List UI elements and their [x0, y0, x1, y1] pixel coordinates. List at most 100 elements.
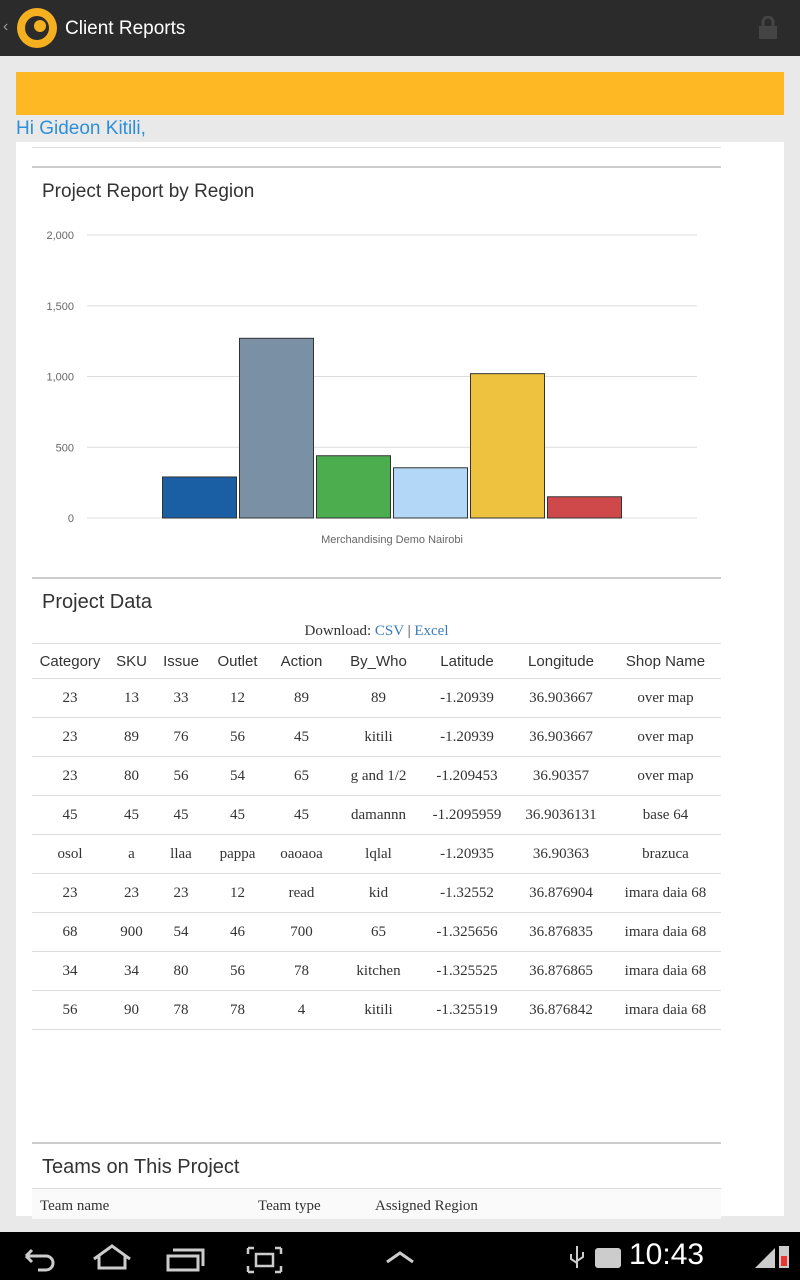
table-cell: over map [610, 717, 721, 757]
teams-header: Team name Team type Assigned Region [32, 1188, 721, 1219]
column-header: Assigned Region [375, 1198, 478, 1214]
app-logo[interactable] [14, 6, 60, 50]
table-cell: 89 [335, 678, 422, 718]
table-cell: 68 [32, 912, 108, 952]
table-cell: 34 [32, 951, 108, 991]
table-cell: brazuca [610, 834, 721, 874]
table-cell: 56 [32, 990, 108, 1030]
card-title: Teams on This Project [42, 1156, 240, 1178]
table-row: 23 80 56 54 65 g and 1/2 -1.209453 36.90357 over… [32, 756, 721, 796]
table-cell: 78 [155, 990, 207, 1030]
column-header: Team name [40, 1198, 110, 1214]
bar [162, 476, 237, 519]
chart: Project Report by Region 0 500 1,000 1,500 2,… [42, 181, 697, 546]
table-cell: 23 [108, 873, 155, 913]
table-cell: g and 1/2 [335, 756, 422, 796]
table-cell: -1.20939 [422, 678, 512, 718]
table-cell: base 64 [610, 795, 721, 835]
table-cell: 36.876904 [512, 873, 610, 913]
table-cell: 36.876865 [512, 951, 610, 991]
table-cell: imara daia 68 [610, 951, 721, 991]
up-button[interactable] [386, 1251, 414, 1264]
table-cell: 54 [155, 912, 207, 952]
table-cell: 78 [268, 951, 335, 991]
table-row: 68 900 54 46 700 65 -1.325656 36.876835 imara da… [32, 912, 721, 952]
table-cell: -1.325656 [422, 912, 512, 952]
y-tick-label: 1,500 [46, 301, 74, 313]
column-header: Longitude [512, 643, 610, 679]
bar [316, 455, 391, 519]
table-cell: a [108, 834, 155, 874]
table-cell: oaoaoa [268, 834, 335, 874]
column-header: Latitude [422, 643, 512, 679]
column-header: Action [268, 643, 335, 679]
table-cell: 23 [32, 873, 108, 913]
card-title: Project Data [42, 591, 153, 613]
table-cell: over map [610, 678, 721, 718]
table-cell: 36.903667 [512, 678, 610, 718]
project-data-card: Project Data Download: CSV | Excel Categ… [32, 577, 721, 1124]
bar [470, 373, 545, 519]
table-cell: 36.90363 [512, 834, 610, 874]
table-cell: 36.90357 [512, 756, 610, 796]
table-cell: 36.903667 [512, 717, 610, 757]
column-header: Shop Name [610, 643, 721, 679]
table-cell: 4 [268, 990, 335, 1030]
greeting: Hi Gideon Kitili, [16, 118, 146, 139]
screenshot-button[interactable] [246, 1246, 283, 1274]
back-caret[interactable]: ‹ [3, 18, 9, 35]
table-cell: imara daia 68 [610, 873, 721, 913]
table-cell: 33 [155, 678, 207, 718]
table-cell: 23 [32, 678, 108, 718]
separator: | [407, 623, 411, 639]
table-cell: 36.876842 [512, 990, 610, 1030]
table-cell: 900 [108, 912, 155, 952]
table-cell: damannn [335, 795, 422, 835]
table-cell: 90 [108, 990, 155, 1030]
status-icons [570, 1246, 789, 1268]
table-cell: -1.20935 [422, 834, 512, 874]
table-cell: 89 [108, 717, 155, 757]
table-row: 23 13 33 12 89 89 -1.20939 36.903667 over map [32, 678, 721, 718]
table-cell: 45 [108, 795, 155, 835]
table-cell: 78 [207, 990, 268, 1030]
table-cell: 12 [207, 678, 268, 718]
x-tick-label: Merchandising Demo Nairobi [321, 534, 463, 546]
table-cell: 45 [155, 795, 207, 835]
table-cell: kitili [335, 717, 422, 757]
table-cell: 45 [32, 795, 108, 835]
excel-link[interactable]: Excel [414, 623, 449, 639]
table-cell: 12 [207, 873, 268, 913]
y-tick-label: 2,000 [46, 230, 74, 242]
table-cell: 65 [335, 912, 422, 952]
table-cell: -1.20939 [422, 717, 512, 757]
csv-link[interactable]: CSV [374, 623, 404, 639]
column-header: Category [32, 643, 108, 679]
chart-card: Project Report by Region 0 500 1,000 1,500 2,… [32, 166, 721, 558]
table-cell: llaa [155, 834, 207, 874]
table-cell: 36.876835 [512, 912, 610, 952]
table-row: osol a llaa pappa oaoaoa lqlal -1.20935 36.9036… [32, 834, 721, 874]
table-cell: 56 [207, 717, 268, 757]
table-cell: imara daia 68 [610, 990, 721, 1030]
column-header: By_Who [335, 643, 422, 679]
column-header: SKU [108, 643, 155, 679]
y-tick-label: 0 [68, 513, 74, 525]
recents-button[interactable] [166, 1248, 205, 1272]
app-title: Client Reports [65, 18, 186, 39]
bar [547, 496, 622, 519]
table-cell: 80 [155, 951, 207, 991]
table-cell: 76 [155, 717, 207, 757]
table-cell: -1.2095959 [422, 795, 512, 835]
download-label: Download: [304, 623, 372, 639]
table-row: 23 23 23 12 read kid -1.32552 36.876904 imara da… [32, 873, 721, 913]
table-cell: -1.325525 [422, 951, 512, 991]
y-tick-label: 1,000 [46, 372, 74, 384]
back-button[interactable] [24, 1248, 55, 1272]
table-cell: 34 [108, 951, 155, 991]
table-cell: -1.32552 [422, 873, 512, 913]
table-cell: kid [335, 873, 422, 913]
lock-icon[interactable] [757, 16, 779, 40]
table-cell: 23 [32, 756, 108, 796]
home-button[interactable] [93, 1244, 131, 1270]
